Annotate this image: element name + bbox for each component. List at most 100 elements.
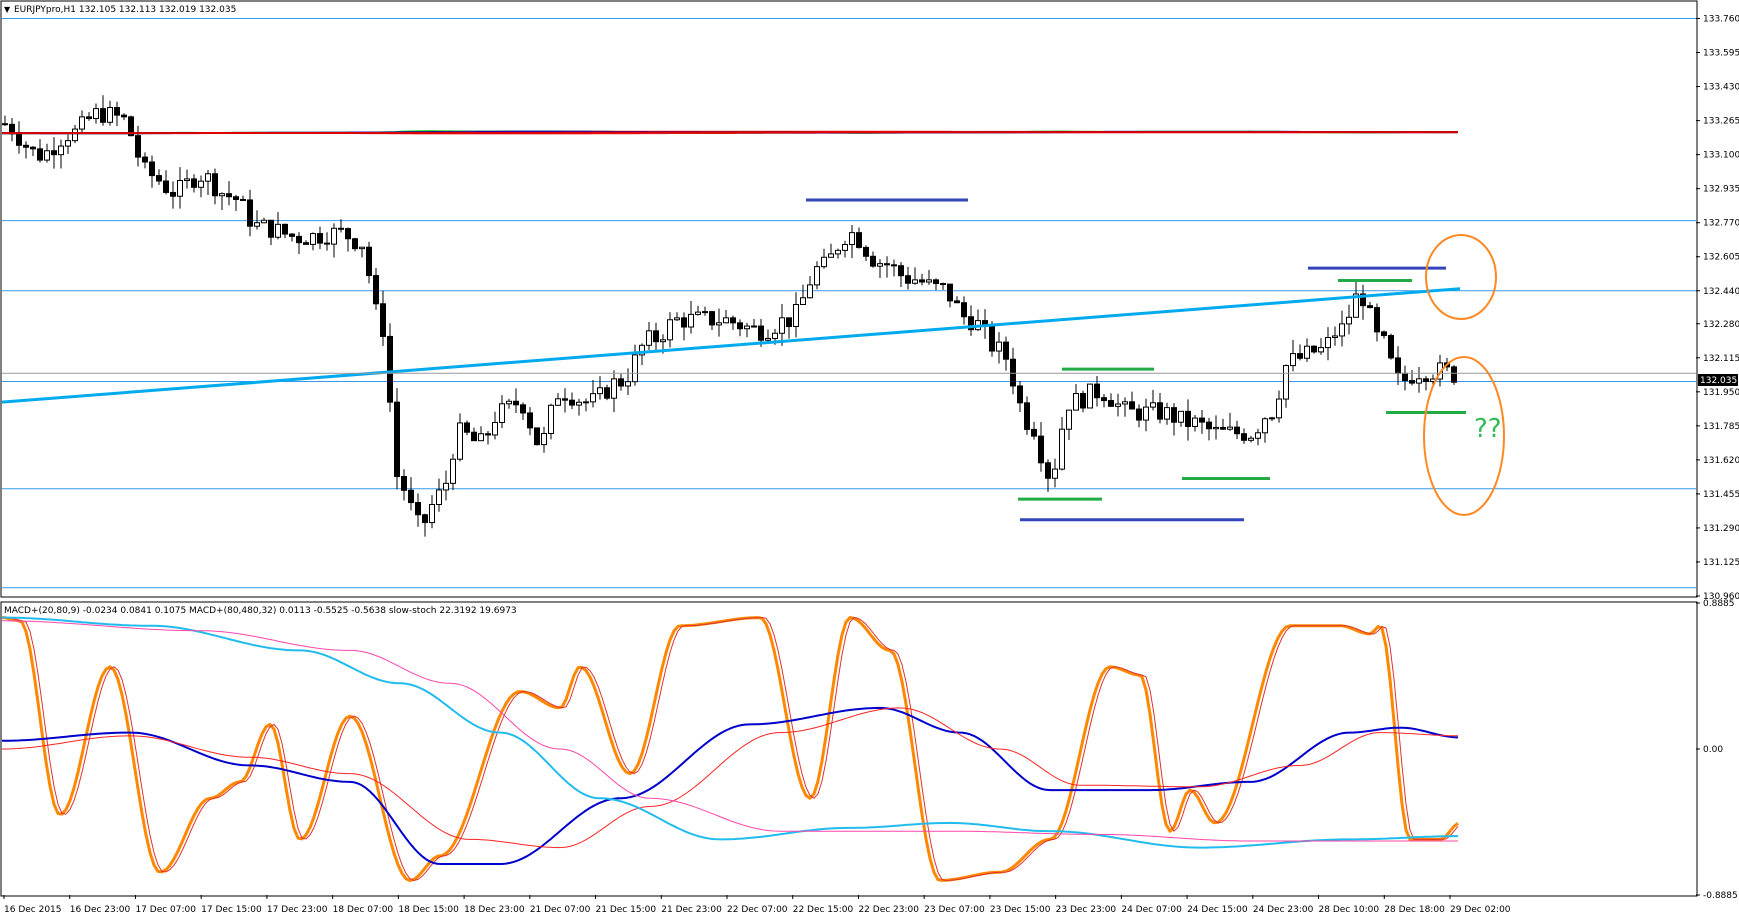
drawn-objects [1, 198, 1696, 522]
candle-bull [1087, 383, 1093, 409]
candle-bull [1122, 401, 1128, 405]
candle-bear [940, 283, 946, 286]
candle-bull [1276, 398, 1282, 419]
candle-bear [534, 427, 540, 446]
candle-bull [1339, 323, 1345, 337]
candle-bear [114, 107, 120, 116]
candle-bull [674, 317, 680, 321]
candle-bear [100, 108, 106, 123]
candle-bull [261, 219, 267, 224]
candle-bear [786, 317, 792, 328]
candle-bear [471, 431, 477, 442]
candle-bull [646, 330, 652, 346]
candle-bear [247, 199, 253, 227]
candle-bull [912, 279, 918, 284]
candle-bear [338, 227, 344, 230]
candle-bull [492, 421, 498, 436]
candle-bear [933, 279, 939, 285]
candle-bear [1080, 393, 1086, 409]
candle-bear [1409, 380, 1415, 384]
candle-bear [1157, 402, 1163, 420]
candle-bear [884, 263, 890, 266]
candle-bull [184, 178, 190, 182]
candle-bear [527, 412, 533, 429]
candle-bull [1290, 353, 1296, 367]
candle-bull [660, 339, 666, 343]
time-tick-label: 28 Dec 18:00 [1384, 905, 1445, 915]
candle-bull [807, 284, 813, 299]
price-tick-label: 131.125 [1703, 558, 1739, 568]
candle-bear [891, 264, 897, 267]
ma-slow-line [2, 131, 1458, 135]
symbol-menu-icon[interactable]: ▼ [4, 5, 11, 14]
candle-bear [520, 404, 526, 414]
candle-bear [1402, 372, 1408, 382]
candle-bull [576, 401, 582, 406]
candle-bull [1325, 336, 1331, 349]
candle-bear [709, 311, 715, 326]
candle-bear [37, 148, 43, 161]
slow-stoch-signal [2, 617, 1459, 881]
candle-bull [198, 180, 204, 188]
time-tick-label: 24 Dec 23:00 [1253, 905, 1314, 915]
time-tick-label: 21 Dec 15:00 [596, 905, 657, 915]
candle-bear [751, 325, 757, 328]
candle-bear [1185, 410, 1191, 427]
candle-bull [625, 381, 631, 387]
candle-bull [611, 378, 617, 399]
candle-bear [1360, 293, 1366, 307]
candle-bear [226, 193, 232, 198]
time-tick-label: 16 Dec 2015 [4, 905, 62, 915]
candle-bull [44, 150, 50, 161]
candle-bear [562, 398, 568, 401]
candle-bull [744, 325, 750, 330]
candle-bear [170, 191, 176, 197]
candle-bear [653, 330, 659, 343]
candle-bear [422, 514, 428, 524]
trendline-cyan [1, 287, 1461, 404]
candle-bear [1010, 358, 1016, 387]
candle-bear [163, 180, 169, 193]
candle-bear [485, 433, 491, 436]
candle-bull [926, 279, 932, 283]
candle-bull [842, 243, 848, 251]
macd-slow-signal [2, 620, 1458, 842]
candle-bear [954, 300, 960, 304]
candle-bull [1115, 403, 1121, 407]
candle-bear [387, 335, 393, 403]
candle-bull [716, 322, 722, 326]
candle-bull [835, 249, 841, 255]
candle-bull [814, 266, 820, 286]
candle-bull [93, 108, 99, 120]
candle-bear [1031, 428, 1037, 437]
candle-bull [667, 319, 673, 341]
time-tick-label: 28 Dec 10:00 [1319, 905, 1380, 915]
time-tick-label: 21 Dec 23:00 [661, 905, 722, 915]
candle-bear [1017, 385, 1023, 404]
candle-bull [443, 482, 449, 491]
candle-bull [695, 311, 701, 315]
question-marks: ?? [1474, 414, 1502, 444]
candle-bull [1318, 347, 1324, 353]
time-tick-label: 16 Dec 23:00 [70, 905, 131, 915]
candle-bull [765, 337, 771, 341]
candle-bear [1094, 383, 1100, 399]
candle-bull [800, 297, 806, 305]
candle-bear [86, 116, 92, 120]
candle-bull [478, 433, 484, 442]
candle-bull [1248, 437, 1254, 441]
candle-bear [856, 232, 862, 248]
indicator-tick-label: 0.8885 [1703, 599, 1735, 609]
time-tick-label: 17 Dec 23:00 [267, 905, 328, 915]
candle-bear [961, 302, 967, 318]
candle-bull [723, 317, 729, 324]
candle-bear [135, 135, 141, 158]
candle-bear [947, 283, 953, 302]
annotation-circle-upper [1425, 234, 1497, 320]
candle-bull [597, 387, 603, 395]
candle-bear [989, 324, 995, 352]
candle-bull [793, 303, 799, 328]
candle-bear [303, 242, 309, 245]
candle-bear [1101, 397, 1107, 402]
candle-bear [1241, 433, 1247, 441]
